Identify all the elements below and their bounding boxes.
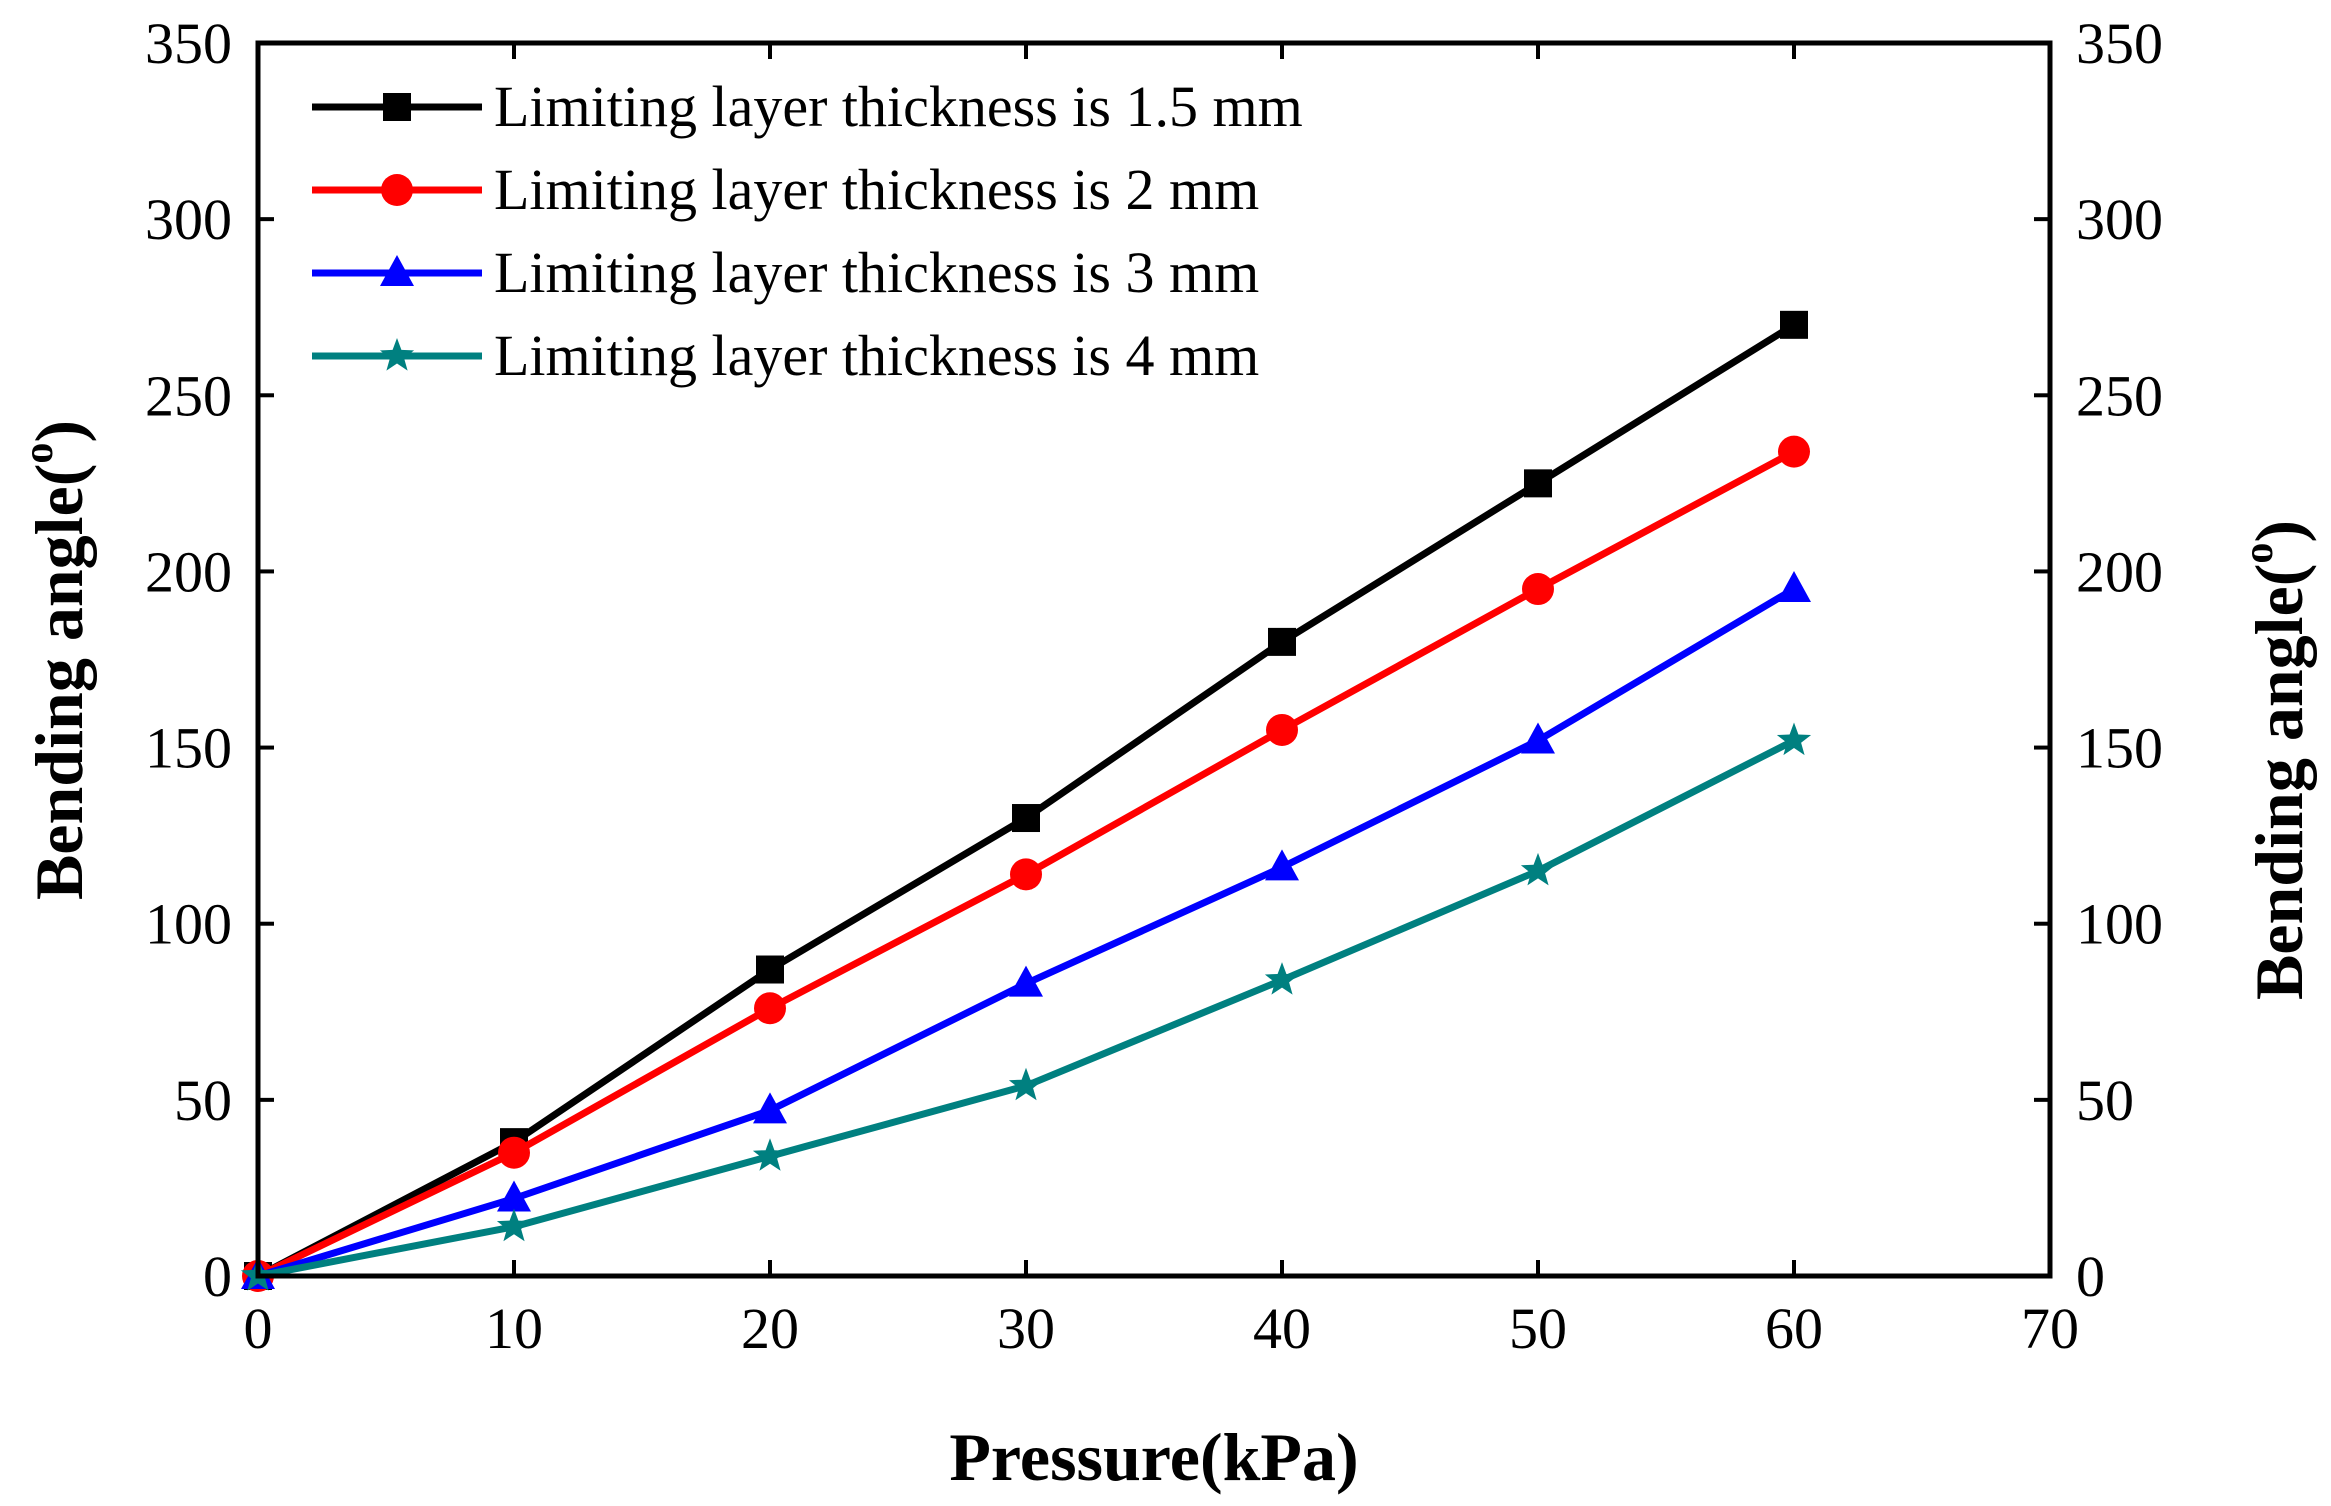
legend-marker — [383, 93, 411, 121]
legend-label: Limiting layer thickness is 3 mm — [494, 240, 1259, 305]
y-tick-label-left: 350 — [145, 11, 232, 76]
data-point — [498, 1136, 530, 1169]
data-point — [497, 1180, 531, 1212]
data-point — [1524, 469, 1552, 498]
y-tick-label-left: 150 — [145, 716, 232, 781]
data-point — [753, 1092, 787, 1124]
y-axis-title-left-open: ( — [21, 464, 97, 487]
y-axis-title-right-open: ( — [2241, 564, 2317, 587]
data-point — [1008, 1067, 1044, 1101]
plot-frame — [255, 40, 2053, 1279]
data-point — [1777, 571, 1811, 603]
y-tick-label-left: 200 — [145, 539, 232, 604]
y-tick-label-right: 300 — [2076, 187, 2163, 252]
data-point — [1268, 627, 1296, 656]
y-axis-title-right-close: ) — [2241, 520, 2317, 543]
legend-label: Limiting layer thickness is 2 mm — [494, 157, 1259, 222]
legend-marker — [381, 174, 413, 206]
y-tick-label-right: 0 — [2076, 1244, 2105, 1309]
legend-entry: Limiting layer thickness is 4 mm — [312, 323, 1259, 388]
y-tick-label-left: 100 — [145, 892, 232, 957]
y-tick-label-right: 100 — [2076, 892, 2163, 957]
legend-entry: Limiting layer thickness is 2 mm — [312, 157, 1259, 222]
x-tick-label: 20 — [741, 1296, 799, 1361]
x-tick-label: 60 — [1765, 1296, 1823, 1361]
y-tick-label-right: 150 — [2076, 716, 2163, 781]
y-axis-title-right-text: Bending angle — [2241, 586, 2317, 1000]
x-tick-label: 40 — [1253, 1296, 1311, 1361]
y-tick-label-right: 200 — [2076, 539, 2163, 604]
x-tick-label: 70 — [2021, 1296, 2079, 1361]
x-axis-title: Pressure(kPa) — [949, 1419, 1358, 1495]
data-point — [1266, 713, 1298, 746]
legend-entry: Limiting layer thickness is 1.5 mm — [312, 74, 1303, 139]
data-point — [1520, 852, 1556, 886]
y-tick-label-left: 50 — [174, 1068, 232, 1133]
y-tick-label-right: 250 — [2076, 363, 2163, 428]
legend-marker — [380, 255, 414, 286]
x-tick-label: 0 — [244, 1296, 273, 1361]
y-tick-label-left: 300 — [145, 187, 232, 252]
y-axis-title-left-close: ) — [21, 420, 97, 443]
data-point — [1780, 310, 1808, 339]
y-tick-label-right: 50 — [2076, 1068, 2134, 1133]
y-tick-label-left: 250 — [145, 363, 232, 428]
legend-label: Limiting layer thickness is 1.5 mm — [494, 74, 1303, 139]
data-point — [1264, 962, 1300, 995]
legend-label: Limiting layer thickness is 4 mm — [494, 323, 1259, 388]
y-tick-label-right: 350 — [2076, 11, 2163, 76]
data-point — [1778, 435, 1810, 468]
series-line — [256, 585, 1796, 1280]
data-point — [754, 992, 786, 1025]
series-3 — [241, 571, 1811, 1289]
y-axis-title-left: Bending angle(o) — [16, 420, 97, 900]
x-tick-label: 30 — [997, 1296, 1055, 1361]
data-point — [1010, 858, 1042, 891]
data-point — [756, 955, 784, 984]
data-point — [1009, 965, 1043, 997]
y-axis-title-right: Bending angle(o) — [2236, 520, 2317, 1000]
y-axis-title-left-sup: o — [16, 443, 62, 464]
legend-entry: Limiting layer thickness is 3 mm — [312, 240, 1259, 305]
x-tick-label: 50 — [1509, 1296, 1567, 1361]
series-line — [256, 321, 1796, 1280]
series-1 — [244, 310, 1808, 1290]
legend-marker — [379, 338, 415, 371]
y-axis-title-right-sup: o — [2236, 543, 2282, 564]
legend: Limiting layer thickness is 1.5 mm Limiti… — [312, 74, 1303, 388]
x-tick-label: 10 — [485, 1296, 543, 1361]
series-2 — [242, 435, 1810, 1292]
data-point — [1776, 722, 1812, 756]
data-point — [1012, 804, 1040, 833]
y-axis-title-left-text: Bending angle — [21, 486, 97, 900]
y-tick-label-left: 0 — [203, 1244, 232, 1309]
data-point — [752, 1138, 788, 1171]
series-layer — [240, 310, 1812, 1292]
data-point — [1521, 722, 1555, 754]
data-point — [496, 1208, 532, 1242]
data-point — [1265, 849, 1299, 881]
data-point — [1522, 573, 1554, 606]
